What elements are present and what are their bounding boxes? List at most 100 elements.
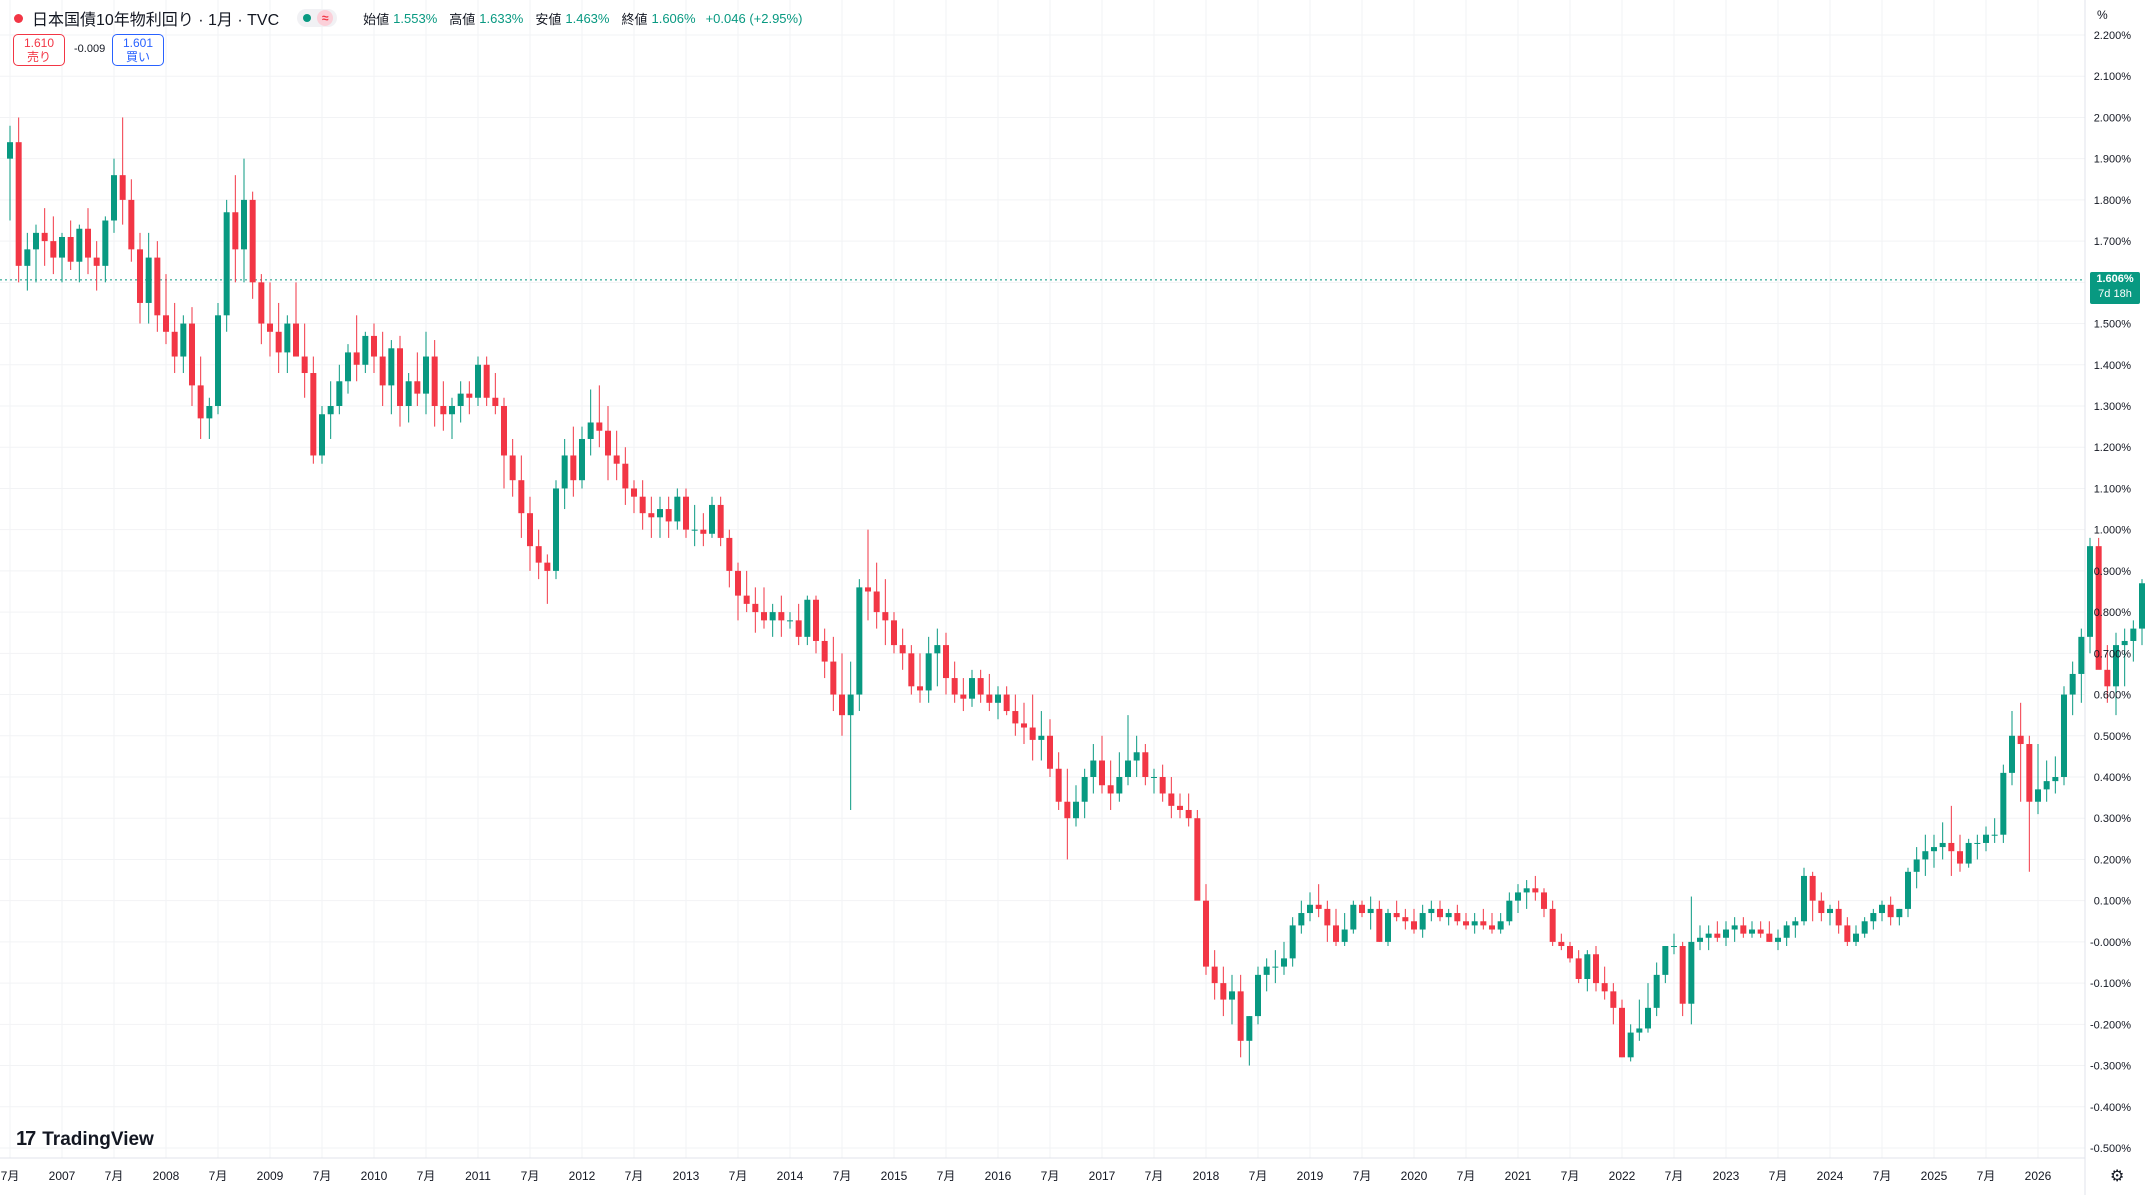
x-tick-label: 2012 [569,1169,596,1183]
candle-body [1636,1028,1643,1033]
candle-body [1437,908,1443,918]
symbol-title[interactable]: 日本国債10年物利回り · 1月 · TVC [32,12,280,29]
candle-body [1133,752,1140,761]
candle-body [1714,933,1721,938]
candle-body [960,694,967,699]
time-axis[interactable]: 7月 2007 7月 2008 7月 2009 7月 2010 7月 2011 7月 2012 7月 20… [1,1169,2052,1183]
candle-body [1003,694,1010,712]
candle-body [865,587,871,592]
candle-body [1497,921,1504,930]
candle-body [1211,966,1218,984]
candle-body [735,570,741,596]
candle-body [1489,925,1495,930]
candle-body [492,397,499,406]
candle-body [466,393,473,398]
settings-gear-icon[interactable]: ⚙ [2110,1168,2125,1185]
candle-body [726,537,733,571]
candle-body [1194,818,1201,901]
candle-body [2113,645,2119,687]
ohlc-values: 始値 1.553% 高値 1.633% 安値 1.463% 終値 1.606% … [355,9,802,28]
candle-body [59,236,65,258]
y-tick-label: -0.200% [2090,1019,2131,1031]
candle-body [1411,921,1417,930]
y-tick-label: 2.000% [2094,112,2132,124]
candle-body [1402,917,1409,922]
chart-grid [0,0,2085,1158]
x-tick-label: 2016 [985,1169,1012,1183]
x-tick-label: 2010 [361,1169,388,1183]
candle-body [795,620,802,637]
y-tick-label: 0.800% [2094,607,2132,619]
candle-body [154,257,161,316]
y-tick-label: 0.500% [2094,731,2132,743]
x-tick-label: 7月 [625,1169,644,1183]
candle-body [873,591,880,613]
candle-body [1896,908,1903,918]
y-tick-label: 1.200% [2094,442,2132,454]
candle-body [977,678,984,695]
candle-body [397,348,403,406]
candle-body [1255,974,1261,1017]
candle-body [1324,908,1331,926]
candle-body [752,603,759,613]
candle-body [1861,921,1868,934]
candle-body [1922,851,1929,860]
candle-body [509,455,516,481]
candle-body [570,455,577,481]
candle-body [1515,892,1521,901]
candle-body [787,620,793,622]
candle-body [2009,735,2015,773]
candle-body [1237,991,1244,1041]
candle-body [1749,929,1755,934]
change-value: +0.046 (+2.95%) [705,10,803,26]
sell-button[interactable]: 1.610 売り [13,34,65,66]
candle-body [1350,904,1357,930]
candle-body [2043,781,2050,790]
candle-body [1671,946,1677,948]
candle-body [1055,768,1062,802]
market-status-badge[interactable]: ≈ [297,9,338,27]
candle-body [33,232,39,250]
candle-series [7,117,2145,1066]
candle-body [899,645,906,654]
y-tick-label: 0.900% [2094,566,2132,578]
chart-legend: 日本国債10年物利回り · 1月 · TVC ≈ 始値 1.553% 高値 1.… [14,8,802,29]
candle-body [1870,913,1877,922]
y-tick-label: -0.300% [2090,1061,2131,1073]
candle-body [327,406,334,415]
y-tick-label: 1.000% [2094,525,2132,537]
candle-body [709,504,715,534]
tradingview-logo[interactable]: 17 TradingView [16,1128,154,1151]
y-tick-label: 1.800% [2094,195,2132,207]
y-tick-label: 1.900% [2094,154,2132,166]
candle-body [1393,913,1400,918]
buy-button[interactable]: 1.601 買い [112,34,164,66]
candle-body [1012,711,1019,724]
candle-body [691,529,698,531]
candle-body [1575,958,1582,979]
candle-body [1705,933,1712,938]
y-tick-label: 2.100% [2094,71,2132,83]
price-axis[interactable]: 2.200% 2.100% 2.000% 1.900% 1.800% 1.700% 1.60… [2090,30,2131,1155]
candle-body [1307,904,1313,914]
candle-body [67,236,74,262]
candle-body [943,645,949,679]
candle-body [1913,859,1920,872]
candle-body [301,356,308,374]
candle-body [310,373,317,456]
candle-body [804,599,811,637]
x-tick-label: 2023 [1713,1169,1740,1183]
candle-body [1679,946,1686,1004]
candle-body [1116,777,1123,794]
x-tick-label: 7月 [1665,1169,1684,1183]
candle-body [1541,892,1547,909]
x-tick-label: 7月 [521,1169,540,1183]
candle-body [189,323,195,386]
x-tick-label: 7月 [1769,1169,1788,1183]
candle-body [1125,760,1131,777]
candle-body [639,496,646,514]
candle-body [1341,929,1348,942]
candle-body [1757,929,1764,934]
candle-body [1957,851,1963,864]
